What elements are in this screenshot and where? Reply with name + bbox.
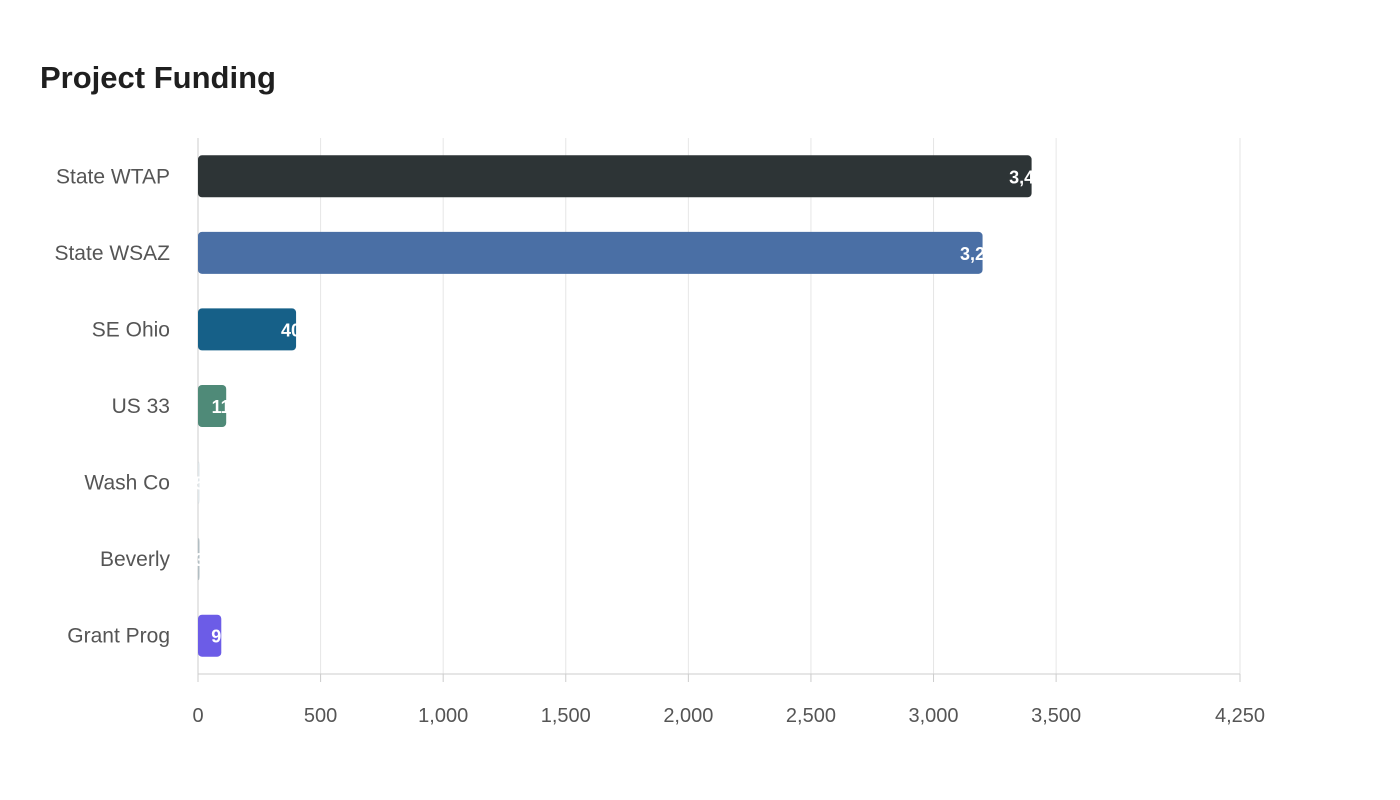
- category-label: Grant Prog: [67, 625, 170, 648]
- grid-layer: [320, 138, 1241, 674]
- bar: [198, 461, 200, 504]
- category-label: Wash Co: [84, 472, 170, 495]
- bar: [198, 614, 222, 657]
- data-label: 400: [281, 320, 311, 340]
- x-tick-label: 3,500: [1031, 705, 1081, 727]
- category-label: SE Ohio: [92, 318, 170, 341]
- category-label: Beverly: [100, 548, 171, 571]
- x-tick-label: 3,000: [908, 705, 958, 727]
- bar: [198, 385, 227, 427]
- x-tick-label: 4,250: [1215, 705, 1265, 727]
- label-layer: State WTAP 3,400 State WSAZ 3,200 SE Ohio 400…: [54, 165, 1054, 647]
- bar: [198, 155, 1032, 198]
- x-tick-label: 1,500: [541, 705, 591, 727]
- category-label: State WSAZ: [54, 242, 170, 265]
- data-label: 5: [194, 474, 204, 494]
- bar: [198, 538, 200, 581]
- x-tick-label: 2,000: [663, 705, 713, 727]
- data-label: 115: [212, 397, 241, 417]
- data-label: 3,400: [1009, 167, 1054, 187]
- data-label: 95: [211, 627, 231, 647]
- data-label: 3,200: [960, 244, 1005, 264]
- x-tick-label: 500: [304, 705, 337, 727]
- bar: [198, 308, 297, 351]
- axis-layer: 0 500 1,000 1,500 2,000 2,500 3,000 3,500 4,250: [192, 138, 1265, 727]
- chart-title: Project Funding: [40, 60, 276, 95]
- x-tick-label: 2,500: [786, 705, 836, 727]
- bar-layer: [198, 155, 1032, 657]
- x-tick-label: 1,000: [418, 705, 468, 727]
- data-label: 3: [194, 550, 204, 570]
- bar: [198, 231, 983, 274]
- category-label: State WTAP: [56, 165, 170, 188]
- category-label: US 33: [112, 395, 170, 418]
- x-tick-label: 0: [192, 705, 203, 727]
